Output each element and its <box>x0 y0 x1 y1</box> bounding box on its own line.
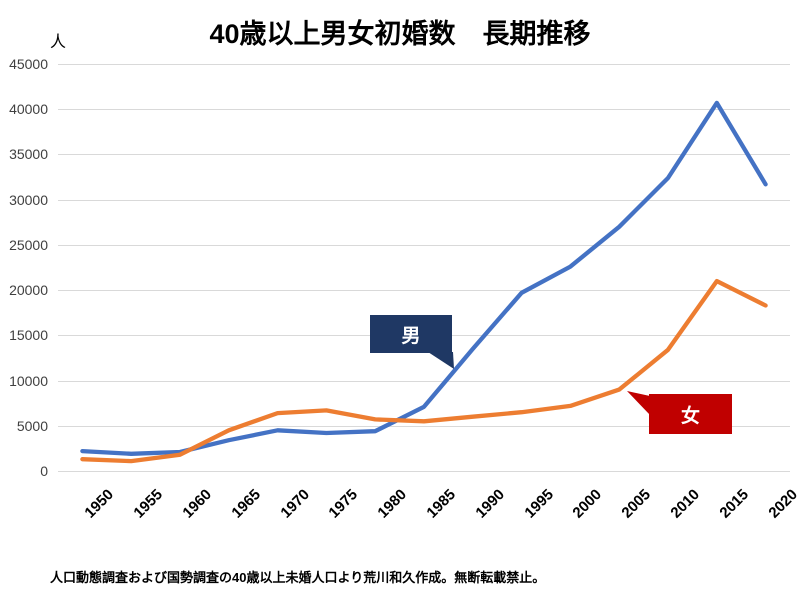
x-tick-label: 1970 <box>276 486 313 522</box>
series-line-female <box>80 278 768 464</box>
gridline <box>58 64 790 65</box>
gridline <box>58 290 790 292</box>
x-tick-label: 1965 <box>228 486 264 522</box>
y-tick-label: 30000 <box>9 191 48 208</box>
chart-title: 40歳以上男女初婚数 長期推移 <box>209 19 591 49</box>
male-callout-tail <box>428 352 454 369</box>
y-tick-label: 20000 <box>9 282 48 299</box>
x-tick-label: 2015 <box>716 486 752 522</box>
x-tick-label: 1955 <box>130 486 167 522</box>
x-tick-label: 1960 <box>179 486 216 522</box>
gridline <box>58 425 790 427</box>
x-tick-label: 1995 <box>520 486 557 522</box>
series-svg <box>80 100 768 464</box>
gridline <box>58 109 790 111</box>
gridline <box>58 199 790 201</box>
gridline <box>58 380 790 382</box>
y-tick-label: 40000 <box>9 101 48 118</box>
x-tick-label: 1975 <box>325 486 362 522</box>
x-tick-label: 1985 <box>423 486 460 522</box>
female-callout-tail <box>627 391 650 415</box>
x-tick-label: 2010 <box>667 486 704 522</box>
x-tick-label: 1990 <box>472 486 508 522</box>
y-tick-label: 0 <box>40 463 48 479</box>
y-tick-label: 10000 <box>9 372 48 389</box>
male-label-text: 男 <box>401 325 421 347</box>
x-tick-label: 2000 <box>569 486 606 522</box>
y-tick-label: 15000 <box>9 327 48 344</box>
series-label-male: 男 <box>370 315 452 353</box>
y-tick-label: 45000 <box>9 56 48 72</box>
x-tick-label: 1950 <box>81 486 118 522</box>
series-label-female: 女 <box>649 394 732 434</box>
source-note: 人口動態調査および国勢調査の40歳以上未婚人口より荒川和久作成。無断転載禁止。 <box>50 570 546 585</box>
gridline <box>58 471 790 472</box>
gridline <box>58 244 790 246</box>
x-tick-label: 2005 <box>618 486 655 522</box>
y-tick-label: 35000 <box>9 146 48 163</box>
female-label-text: 女 <box>680 405 700 427</box>
gridline <box>58 154 790 156</box>
y-tick-label: 25000 <box>9 236 48 253</box>
y-axis-unit-label: 人 <box>50 34 67 51</box>
y-tick-label: 5000 <box>16 417 48 434</box>
x-tick-label: 1980 <box>374 486 411 522</box>
x-tick-label: 2020 <box>764 486 800 522</box>
